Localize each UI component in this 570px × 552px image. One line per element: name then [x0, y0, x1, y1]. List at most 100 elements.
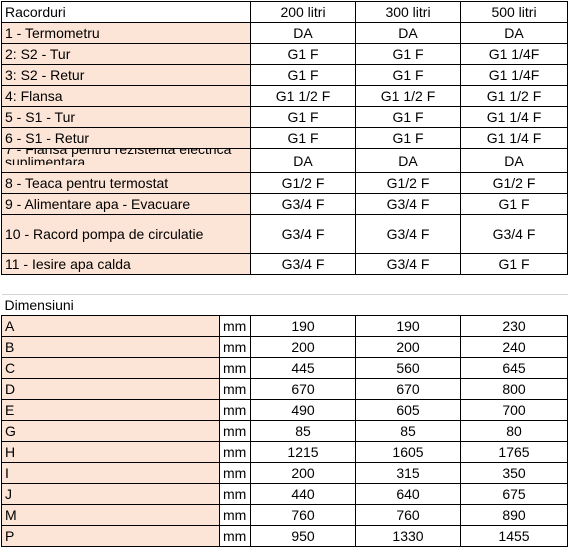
- table-row: P mm 950 1330 1455: [1, 525, 568, 547]
- cell-value: 440: [250, 483, 356, 505]
- table-row: C mm 445 560 645: [1, 357, 568, 379]
- table-row: 6 - S1 - Retur G1 F G1 F G1 1/4 F: [0, 127, 569, 149]
- table-row: 11 - Iesire apa calda G3/4 F G3/4 F G1 F: [0, 253, 569, 275]
- dimensiuni-table: Dimensiuni A mm 190 190 230 B mm 200 200…: [1, 294, 568, 547]
- unit-cell: mm: [219, 525, 251, 547]
- empty-cell: [460, 294, 568, 316]
- col-header-200: 200 litri: [250, 1, 357, 23]
- cell-value: G3/4 F: [460, 214, 569, 254]
- empty-cell: [355, 294, 461, 316]
- cell-value: 700: [460, 399, 568, 421]
- empty-cell: [355, 274, 461, 296]
- unit-cell: mm: [219, 378, 251, 400]
- dimension-label: G: [1, 420, 220, 442]
- connection-label: 6 - S1 - Retur: [0, 127, 252, 149]
- dimensiuni-title: Dimensiuni: [1, 294, 220, 316]
- cell-value: G1 F: [250, 106, 357, 128]
- cell-value: G3/4 F: [250, 214, 357, 254]
- cell-value: 670: [355, 378, 461, 400]
- dimension-label: D: [1, 378, 220, 400]
- cell-value: G1 F: [250, 43, 357, 65]
- unit-cell: mm: [219, 462, 251, 484]
- cell-value: G1 F: [460, 193, 569, 215]
- col-header-500: 500 litri: [460, 1, 569, 23]
- cell-value: G1 1/4 F: [460, 127, 569, 149]
- table-row: 9 - Alimentare apa - Evacuare G3/4 F G3/…: [0, 193, 569, 215]
- cell-value: G1 1/2 F: [460, 85, 569, 107]
- dimension-label: H: [1, 441, 220, 463]
- cell-value: DA: [250, 148, 357, 173]
- cell-value: G1 F: [355, 106, 462, 128]
- cell-value: 230: [460, 315, 568, 337]
- cell-value: G1 F: [250, 127, 357, 149]
- cell-value: 645: [460, 357, 568, 379]
- empty-cell: [250, 294, 356, 316]
- cell-value: G1/2 F: [250, 172, 357, 194]
- cell-value: 1765: [460, 441, 568, 463]
- cell-value: 675: [460, 483, 568, 505]
- unit-cell: mm: [219, 336, 251, 358]
- cell-value: 950: [250, 525, 356, 547]
- dimension-label: E: [1, 399, 220, 421]
- cell-value: 800: [460, 378, 568, 400]
- unit-cell: mm: [219, 504, 251, 526]
- cell-value: 85: [355, 420, 461, 442]
- dimension-label: B: [1, 336, 220, 358]
- table-row: E mm 490 605 700: [1, 399, 568, 421]
- cell-value: 200: [250, 336, 356, 358]
- cell-value: 445: [250, 357, 356, 379]
- table-row: 10 - Racord pompa de circulatie G3/4 F G…: [0, 214, 569, 254]
- cell-value: G3/4 F: [250, 193, 357, 215]
- cell-value: G1 F: [355, 127, 462, 149]
- cell-value: G1 F: [460, 253, 569, 275]
- cell-value: 1330: [355, 525, 461, 547]
- empty-cell: [219, 294, 251, 316]
- dimension-label: M: [1, 504, 220, 526]
- wrapped-label-text: 7 - Flansa pentru rezistenta electrica s…: [5, 148, 232, 166]
- cell-value: 200: [355, 336, 461, 358]
- spacer-row: [1, 274, 568, 296]
- cell-value: 1605: [355, 441, 461, 463]
- cell-value: G1 1/2 F: [250, 85, 357, 107]
- cell-value: 760: [250, 504, 356, 526]
- cell-value: 85: [250, 420, 356, 442]
- dimension-label: C: [1, 357, 220, 379]
- connection-label: 10 - Racord pompa de circulatie: [0, 214, 252, 254]
- cell-value: 315: [355, 462, 461, 484]
- dimension-label: A: [1, 315, 220, 337]
- connection-label: 8 - Teaca pentru termostat: [0, 172, 252, 194]
- cell-value: DA: [460, 22, 569, 44]
- connection-label: 2: S2 - Tur: [0, 43, 252, 65]
- table-row: 4: Flansa G1 1/2 F G1 1/2 F G1 1/2 F: [0, 85, 569, 107]
- table-row: D mm 670 670 800: [1, 378, 568, 400]
- dimensiuni-title-row: Dimensiuni: [1, 294, 568, 316]
- cell-value: G3/4 F: [355, 214, 462, 254]
- cell-value: 760: [355, 504, 461, 526]
- table-row: 2: S2 - Tur G1 F G1 F G1 1/4F: [0, 43, 569, 65]
- connection-label: 1 - Termometru: [0, 22, 252, 44]
- cell-value: DA: [250, 22, 357, 44]
- cell-value: 80: [460, 420, 568, 442]
- table-row: A mm 190 190 230: [1, 315, 568, 337]
- cell-value: 1455: [460, 525, 568, 547]
- table-row: I mm 200 315 350: [1, 462, 568, 484]
- empty-cell: [250, 274, 356, 296]
- racorduri-table: Racorduri 200 litri 300 litri 500 litri …: [0, 1, 569, 296]
- cell-value: 560: [355, 357, 461, 379]
- connection-label: 5 - S1 - Tur: [0, 106, 252, 128]
- cell-value: G3/4 F: [355, 193, 462, 215]
- cell-value: G1 F: [355, 43, 462, 65]
- cell-value: G3/4 F: [250, 253, 357, 275]
- unit-cell: mm: [219, 483, 251, 505]
- cell-value: 240: [460, 336, 568, 358]
- table-row: 8 - Teaca pentru termostat G1/2 F G1/2 F…: [0, 172, 569, 194]
- connection-label: 4: Flansa: [0, 85, 252, 107]
- table-row: M mm 760 760 890: [1, 504, 568, 526]
- connection-label: 3: S2 - Retur: [0, 64, 252, 86]
- cell-value: DA: [355, 22, 462, 44]
- cell-value: 605: [355, 399, 461, 421]
- connection-label: 9 - Alimentare apa - Evacuare: [0, 193, 252, 215]
- unit-cell: mm: [219, 399, 251, 421]
- cell-value: 190: [250, 315, 356, 337]
- dimension-label: I: [1, 462, 220, 484]
